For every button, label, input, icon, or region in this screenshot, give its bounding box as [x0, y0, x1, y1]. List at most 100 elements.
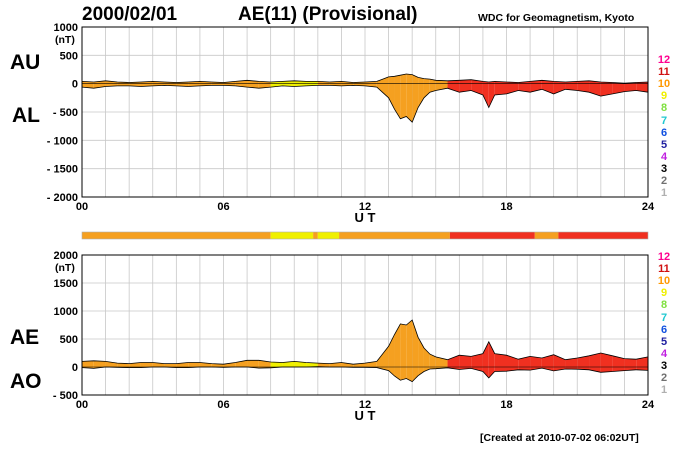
source-label: WDC for Geomagnetism, Kyoto	[478, 12, 635, 24]
activity-level-11: 11	[658, 66, 670, 79]
fill-segment	[129, 362, 141, 368]
activity-level-3: 3	[660, 359, 668, 372]
x-axis-label: U T	[355, 210, 376, 225]
fill-segment	[365, 81, 377, 88]
fill-segment	[429, 79, 436, 93]
y-tick-label: 500	[60, 50, 78, 62]
fill-segment	[306, 362, 318, 367]
activity-level-10: 10	[657, 275, 671, 288]
y-tick-label: - 500	[53, 390, 78, 402]
plot-frame	[81, 26, 649, 198]
series-line-au	[81, 73, 649, 84]
fill-segment	[482, 81, 489, 108]
fill-segment	[435, 356, 448, 369]
activity-level-7: 7	[660, 311, 668, 324]
y-tick-label: - 1500	[47, 164, 78, 176]
fill-segment	[624, 82, 637, 92]
activity-level-6: 6	[660, 126, 668, 139]
activity-level-6: 6	[660, 323, 668, 336]
fill-segment	[612, 82, 625, 94]
activity-level-8: 8	[660, 102, 668, 115]
fill-segment	[589, 80, 601, 97]
fill-segment	[93, 360, 106, 369]
fill-segment	[176, 362, 189, 368]
fill-segment	[388, 334, 395, 376]
fill-segment	[600, 81, 613, 97]
activity-bar-segment	[317, 232, 340, 239]
x-axis-label: U T	[355, 408, 376, 423]
fill-segment	[506, 81, 519, 94]
x-tick-label: 06	[217, 399, 229, 411]
activity-level-7: 7	[660, 114, 668, 127]
fill-segment	[388, 76, 395, 110]
ao-label: AO	[10, 370, 42, 393]
activity-level-2: 2	[660, 175, 668, 187]
fill-segment	[376, 346, 389, 371]
fill-segment	[82, 360, 94, 369]
x-tick-label: 12	[359, 201, 371, 213]
fill-segment	[247, 80, 259, 89]
created-timestamp: [Created at 2010-07-02 06:02UT]	[480, 432, 639, 444]
activity-level-12: 12	[657, 54, 671, 66]
ae-label: AE	[10, 326, 40, 349]
activity-bar-frame	[81, 231, 649, 240]
fill-segment	[553, 81, 566, 94]
fill-segment	[429, 354, 436, 369]
fill-segment	[164, 363, 177, 368]
fill-segment	[518, 81, 531, 93]
fill-segment	[282, 361, 295, 367]
x-tick-label: 00	[76, 201, 88, 213]
fill-segment	[600, 353, 613, 373]
fill-segment	[488, 81, 495, 108]
fill-segment	[294, 361, 307, 367]
activity-bar-segment	[534, 232, 559, 239]
activity-level-5: 5	[660, 138, 668, 151]
fill-segment	[394, 75, 401, 119]
fill-segment	[223, 362, 236, 368]
fill-segment	[270, 81, 283, 88]
activity-level-5: 5	[660, 335, 668, 348]
fill-segment	[506, 355, 519, 372]
series-line-al	[81, 84, 649, 123]
x-tick-label: 18	[500, 201, 512, 213]
activity-color-bar	[81, 231, 649, 240]
y-tick-label: 2000	[54, 250, 78, 262]
au-label: AU	[10, 51, 41, 74]
plot-frame	[81, 254, 649, 396]
fill-segment	[247, 360, 259, 369]
fill-segment	[188, 362, 200, 368]
fill-segment	[459, 355, 472, 370]
fill-segment	[412, 319, 419, 382]
activity-level-3: 3	[660, 162, 668, 175]
activity-bar-segment	[313, 232, 318, 239]
y-tick-label: 1000	[54, 306, 78, 318]
fill-segment	[93, 80, 106, 89]
fill-segment	[140, 362, 153, 368]
x-tick-label: 12	[359, 399, 371, 411]
y-tick-label: 1000	[54, 22, 78, 34]
y-tick-label: 0	[72, 362, 78, 374]
fill-segment	[565, 358, 578, 370]
fill-segment	[612, 355, 625, 372]
x-tick-label: 06	[217, 201, 229, 213]
activity-bar-segment	[82, 232, 271, 239]
unit-label-top: (nT)	[55, 34, 75, 46]
fill-segment	[530, 356, 542, 371]
fill-segment	[129, 81, 141, 87]
fill-segment	[270, 361, 283, 368]
activity-level-1: 1	[660, 384, 668, 397]
fill-segment	[494, 81, 507, 95]
y-tick-label: - 2000	[47, 192, 78, 204]
fill-segment	[317, 363, 330, 367]
y-tick-label: - 500	[53, 107, 78, 119]
fill-segment	[636, 81, 648, 93]
activity-level-8: 8	[660, 299, 668, 312]
fill-segment	[117, 363, 130, 368]
fill-segment	[341, 362, 354, 368]
fill-segment	[518, 356, 531, 371]
al-label: AL	[12, 104, 40, 127]
fill-segment	[459, 79, 472, 93]
